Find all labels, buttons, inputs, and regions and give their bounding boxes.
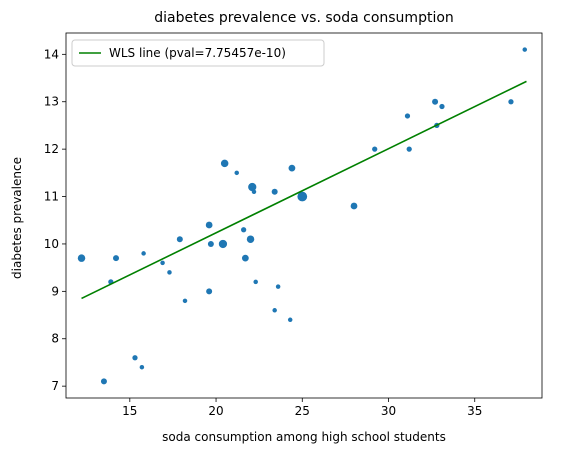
scatter-point [176, 236, 183, 243]
scatter-point [241, 254, 249, 262]
scatter-point [350, 202, 358, 210]
scatter-point [372, 146, 378, 152]
scatter-point [77, 254, 86, 262]
x-axis-label: soda consumption among high school stude… [162, 430, 446, 444]
scatter-point [406, 146, 412, 152]
x-tick-label: 35 [467, 404, 482, 418]
chart-title: diabetes prevalence vs. soda consumption [154, 10, 454, 26]
x-tick-label: 30 [381, 404, 396, 418]
scatter-point [141, 251, 146, 256]
scatter-point [272, 308, 277, 313]
x-tick-label: 20 [208, 404, 223, 418]
scatter-point [251, 189, 257, 195]
y-tick-label: 13 [44, 95, 59, 109]
scatter-point [271, 188, 278, 195]
scatter-point [220, 159, 229, 168]
scatter-point [113, 255, 120, 262]
scatter-point [234, 170, 239, 176]
scatter-point [167, 270, 172, 275]
scatter-point [508, 99, 514, 105]
scatter-point [207, 240, 214, 247]
scatter-point [404, 113, 411, 119]
legend-box [71, 39, 325, 67]
x-tick-label: 15 [122, 404, 137, 418]
scatter-point [139, 364, 145, 370]
scatter-point [275, 284, 281, 289]
scatter-point [248, 182, 257, 192]
scatter-points [77, 47, 528, 385]
legend-label: WLS line (pval=7.75457e-10) [109, 46, 286, 60]
scatter-point [297, 191, 308, 202]
fit-line-layer [81, 80, 527, 300]
scatter-point [160, 260, 165, 266]
scatter-point [246, 235, 255, 243]
wls-fit-line [81, 80, 527, 300]
scatter-point [241, 227, 247, 233]
y-tick-label: 7 [51, 379, 59, 393]
y-axis-label: diabetes prevalence [10, 157, 24, 279]
axis-ticks: 15 20 25 30 35 7 8 9 10 11 12 13 14 [44, 47, 483, 418]
scatter-point [132, 355, 138, 361]
scatter-point [439, 103, 445, 110]
y-tick-label: 9 [51, 284, 59, 298]
scatter-point [218, 239, 228, 249]
scatter-point [287, 317, 293, 323]
scatter-point [253, 279, 258, 285]
scatter-point [206, 288, 213, 295]
y-tick-label: 11 [44, 190, 59, 204]
scatter-point [100, 378, 107, 385]
scatter-point [432, 98, 439, 105]
scatter-point [522, 47, 528, 52]
plot-frame [65, 32, 543, 399]
scatter-point [182, 298, 188, 304]
scatter-point [205, 221, 213, 229]
y-tick-label: 10 [44, 237, 59, 251]
y-tick-label: 14 [44, 47, 59, 61]
scatter-point [288, 164, 296, 172]
y-tick-label: 12 [44, 142, 59, 156]
x-tick-label: 25 [295, 404, 310, 418]
y-tick-label: 8 [51, 332, 59, 346]
legend: WLS line (pval=7.75457e-10) [71, 39, 325, 67]
